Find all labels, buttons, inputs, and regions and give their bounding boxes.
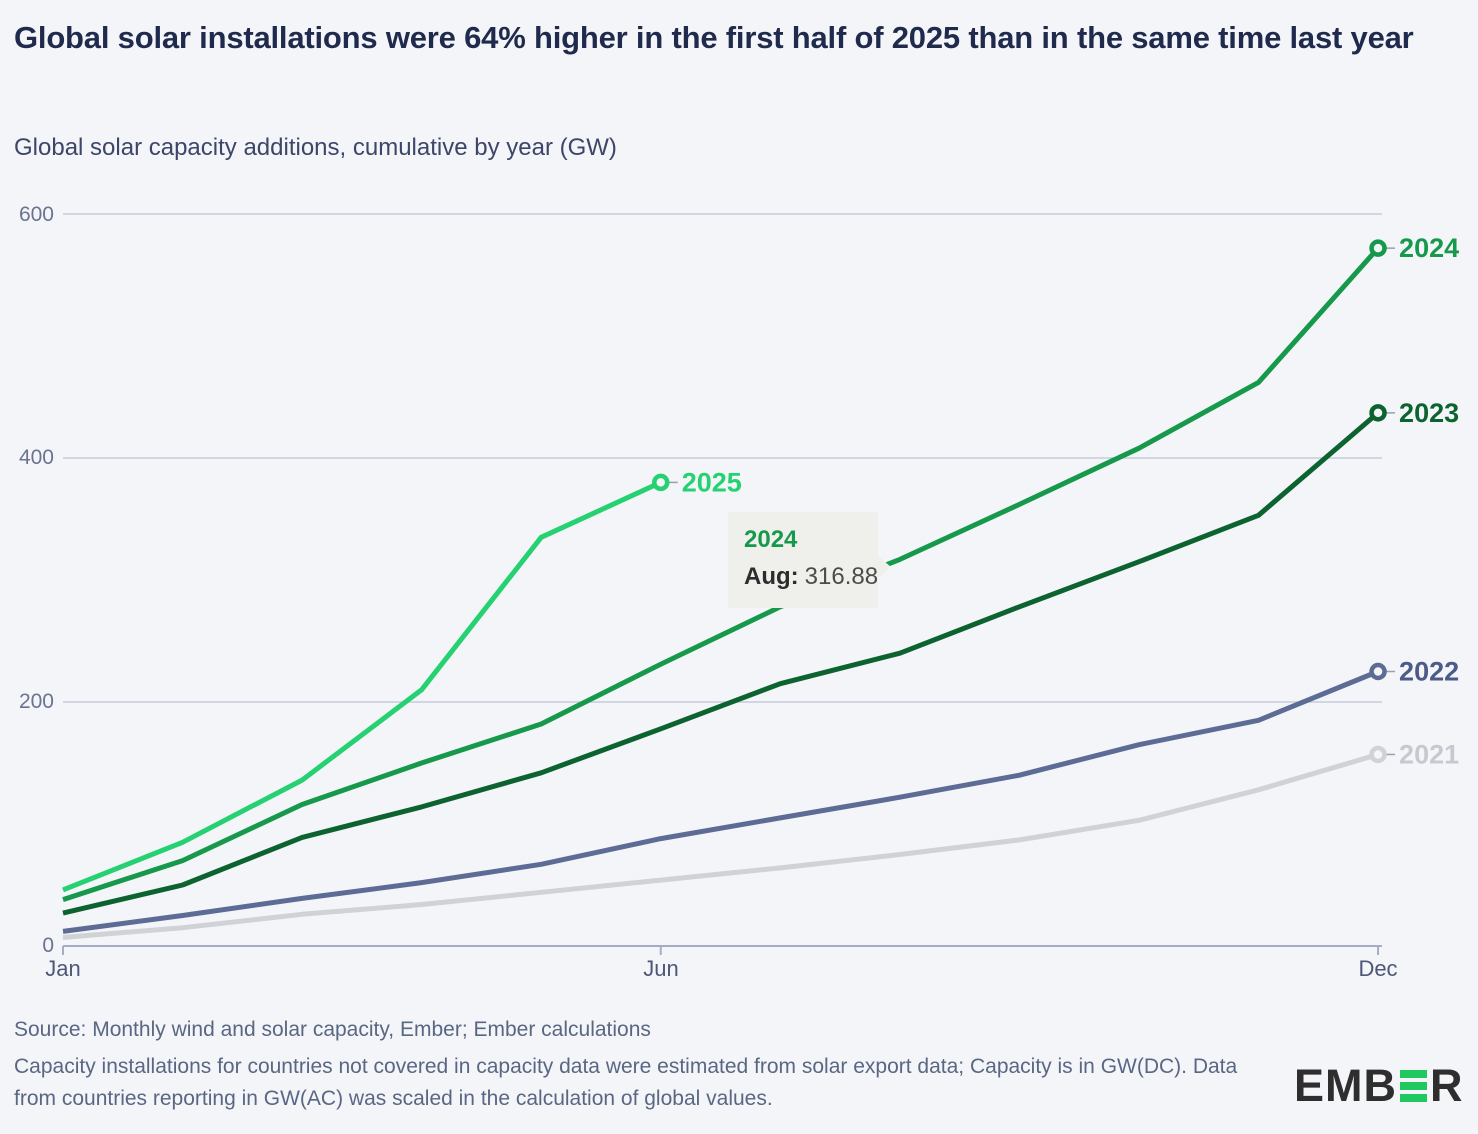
source-note: Source: Monthly wind and solar capacity,… [14,1014,1239,1116]
hover-tooltip: 2024 Aug: 316.88 [728,512,891,608]
tooltip-month-label: Aug: [744,563,799,590]
y-tick-0: 0 [42,934,54,957]
series-line-2021[interactable] [62,752,1379,940]
ember-logo-text-left: EMB [1294,1060,1397,1111]
tooltip-pointer [878,556,891,578]
x-tick-jan: Jan [45,956,81,981]
series-label-2022: 2022 [1399,657,1459,687]
series-label-2025: 2025 [682,467,742,497]
tooltip-year: 2024 [744,526,798,553]
source-line-2: Capacity installations for countries not… [14,1054,1238,1111]
tooltip-value-row: Aug: 316.88 [744,563,878,591]
series-line-2023[interactable] [62,411,1380,916]
x-tick-dec: Dec [1358,956,1398,981]
series-line-2022[interactable] [62,669,1379,934]
series-endpoint-2023[interactable] [1369,404,1387,422]
y-tick-600: 600 [18,203,54,226]
y-tick-400: 400 [18,446,54,469]
ember-logo-text-right: R [1430,1060,1464,1111]
series-endpoint-2024[interactable] [1369,239,1387,257]
ember-logo: EMB R [1294,1060,1464,1112]
series-label-2023: 2023 [1399,398,1459,428]
chart-title: Global solar installations were 64% high… [14,20,1414,55]
series-endpoint-2025[interactable] [652,473,670,492]
series-label-2021: 2021 [1399,739,1459,769]
y-tick-200: 200 [18,690,54,713]
x-tick-jun: Jun [643,956,679,981]
series-endpoint-2021[interactable] [1369,745,1387,764]
series-endpoint-2022[interactable] [1369,662,1387,681]
tooltip-value: 316.88 [804,563,879,590]
series-line-2025[interactable] [62,480,662,893]
chart-subtitle: Global solar capacity additions, cumulat… [14,134,617,161]
series-line-2024[interactable] [62,246,1380,902]
source-line-1: Source: Monthly wind and solar capacity,… [14,1018,651,1041]
series-label-2024: 2024 [1399,233,1459,263]
ember-logo-bars-e-icon [1400,1070,1427,1102]
